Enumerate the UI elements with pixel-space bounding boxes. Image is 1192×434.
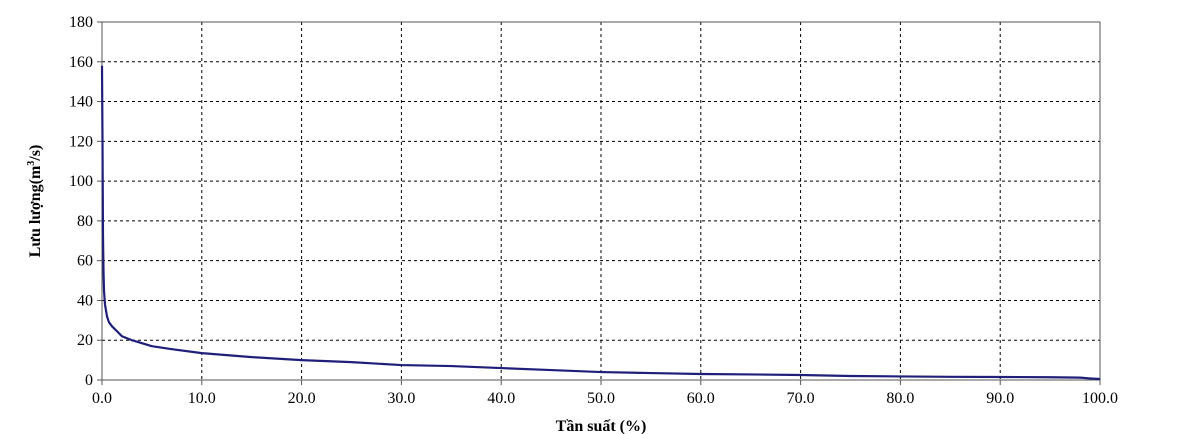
y-tick-label: 20 — [77, 332, 93, 349]
x-axis-ticks: 0.0 10.0 20.0 30.0 40.0 50.0 60.0 70.0 80.0 90.0 1… — [92, 380, 1118, 407]
x-tick-label: 50.0 — [587, 390, 615, 407]
y-tick-label: 80 — [77, 213, 93, 230]
y-tick-label: 100 — [69, 173, 93, 190]
x-tick-label: 60.0 — [687, 390, 715, 407]
x-tick-label: 90.0 — [986, 390, 1014, 407]
y-tick-label: 40 — [77, 292, 93, 309]
x-tick-label: 20.0 — [288, 390, 316, 407]
y-tick-label: 0 — [85, 372, 93, 389]
x-tick-label: 10.0 — [188, 390, 216, 407]
x-tick-label: 80.0 — [886, 390, 914, 407]
y-tick-label: 120 — [69, 133, 93, 150]
y-axis-title-tail: /s) — [27, 145, 44, 162]
y-tick-label: 60 — [77, 253, 93, 270]
series-line — [100, 65, 1101, 381]
plot-area-frame — [101, 21, 1101, 381]
y-axis-title-sup: 3 — [26, 161, 37, 166]
x-axis-title: Tần suất (%) — [556, 418, 647, 434]
y-axis-title-main: Lưu lượng(m — [27, 165, 44, 257]
x-tick-label: 100.0 — [1082, 390, 1118, 407]
grid-lines — [102, 22, 1100, 380]
y-axis-title: Lưu lượng(m3/s) — [26, 145, 44, 258]
x-tick-label: 0.0 — [92, 390, 112, 407]
y-tick-label: 140 — [69, 94, 93, 111]
y-tick-label: 180 — [69, 14, 93, 31]
x-tick-label: 30.0 — [387, 390, 415, 407]
y-tick-label: 160 — [69, 54, 93, 71]
x-tick-label: 40.0 — [487, 390, 515, 407]
y-axis-ticks: 0 20 40 60 80 100 120 140 160 180 — [69, 14, 102, 389]
x-tick-label: 70.0 — [787, 390, 815, 407]
